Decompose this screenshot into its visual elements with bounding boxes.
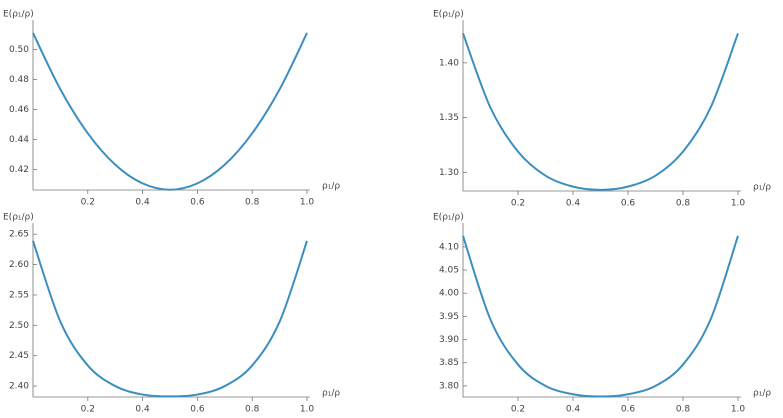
panel: 0.2 0.4 0.6 0.8 1.0 3.80 3.85 3.90 3.95 4.00 4.05 4… [433, 213, 771, 415]
x-tick-label: 0.4 [135, 405, 150, 415]
curve [462, 32, 739, 191]
y-axis-label: E(ρ₁/ρ) [433, 10, 464, 20]
y-axis-label: E(ρ₁/ρ) [3, 10, 34, 20]
x-tick-label: 0.4 [135, 198, 150, 208]
x-tick-label: 1.0 [731, 199, 746, 209]
x-tick-label: 0.6 [190, 198, 205, 208]
x-tick-label: 0.6 [190, 405, 205, 415]
x-axis-label: ρ₁/ρ [753, 183, 771, 193]
x-tick-label: 1.0 [300, 198, 315, 208]
y-tick-label: 2.55 [9, 290, 29, 300]
y-axis-label: E(ρ₁/ρ) [433, 213, 464, 223]
x-tick-label: 0.2 [511, 405, 525, 415]
y-tick-label: 2.65 [9, 230, 29, 240]
y-tick-label: 2.60 [9, 260, 29, 270]
y-tick-label: 2.45 [9, 351, 29, 361]
x-tick-label: 0.4 [566, 405, 581, 415]
x-tick-label: 1.0 [731, 405, 746, 415]
x-tick-label: 0.4 [566, 199, 581, 209]
x-axis-label: ρ₁/ρ [322, 389, 340, 399]
y-tick-label: 3.80 [439, 381, 459, 391]
y-tick-label: 0.48 [9, 75, 29, 85]
y-tick-label: 0.44 [9, 135, 29, 145]
x-tick-label: 1.0 [300, 405, 315, 415]
y-tick-label: 3.85 [439, 358, 459, 368]
x-tick-label: 0.8 [676, 199, 691, 209]
x-tick-label: 0.2 [511, 199, 525, 209]
panel: 0.2 0.4 0.6 0.8 1.0 0.42 0.44 0.46 0.48 0.50 E(ρ₁/… [3, 10, 340, 208]
y-tick-label: 4.10 [439, 242, 459, 252]
y-tick-label: 0.50 [9, 45, 29, 55]
x-axis-label: ρ₁/ρ [753, 389, 771, 399]
x-axis-label: ρ₁/ρ [322, 182, 340, 192]
x-tick-label: 0.6 [621, 405, 636, 415]
y-tick-label: 0.42 [9, 165, 29, 175]
y-tick-label: 2.50 [9, 321, 29, 331]
y-tick-label: 1.40 [439, 58, 459, 68]
y-tick-label: 2.40 [9, 382, 29, 392]
y-tick-label: 3.90 [439, 335, 459, 345]
y-tick-label: 3.95 [439, 312, 459, 322]
curve [32, 240, 308, 398]
x-tick-label: 0.8 [245, 405, 260, 415]
curve [462, 235, 739, 398]
y-tick-label: 0.46 [9, 105, 29, 115]
y-axis-label: E(ρ₁/ρ) [3, 213, 34, 223]
y-tick-label: 1.30 [439, 168, 459, 178]
y-tick-label: 4.00 [439, 289, 459, 299]
x-tick-label: 0.8 [245, 198, 260, 208]
y-tick-label: 4.05 [439, 266, 459, 276]
x-tick-label: 0.2 [81, 198, 95, 208]
curve [32, 32, 308, 191]
x-tick-label: 0.2 [81, 405, 95, 415]
panel: 0.2 0.4 0.6 0.8 1.0 1.30 1.35 1.40 E(ρ₁/ρ) ρ₁/ρ [433, 10, 771, 209]
x-tick-label: 0.8 [676, 405, 691, 415]
panel: 0.2 0.4 0.6 0.8 1.0 2.40 2.45 2.50 2.55 2.60 2.65 E… [3, 213, 340, 415]
x-tick-label: 0.6 [621, 199, 636, 209]
y-tick-label: 1.35 [439, 113, 459, 123]
